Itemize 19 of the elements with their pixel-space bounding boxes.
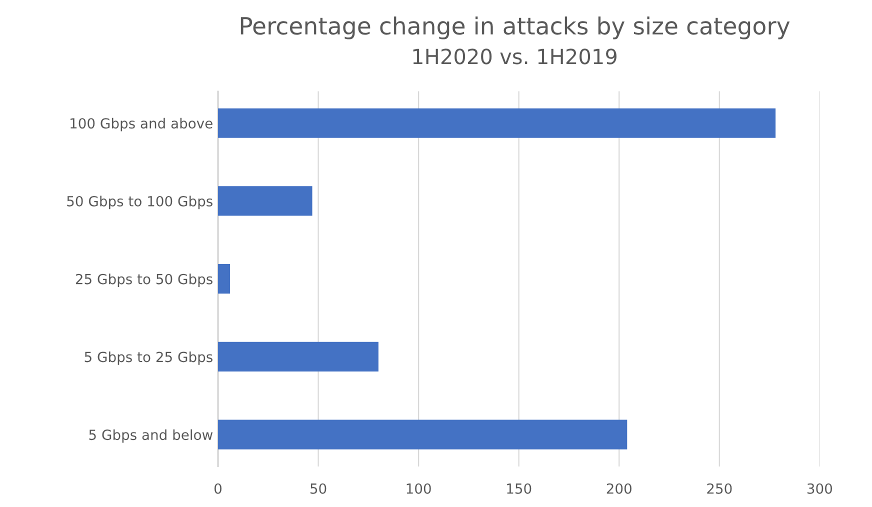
x-tick-label: 150 — [507, 483, 532, 494]
x-tick-label: 300 — [807, 483, 832, 494]
y-tick-label: 5 Gbps and below — [89, 429, 213, 443]
x-tick-label: 250 — [707, 483, 732, 494]
bar — [218, 420, 628, 450]
bar — [218, 108, 776, 138]
y-tick-label: 5 Gbps to 25 Gbps — [84, 351, 212, 365]
x-tick-label: 50 — [310, 483, 326, 494]
bar — [218, 186, 312, 216]
x-tick-label: 200 — [606, 483, 632, 494]
bar — [218, 264, 230, 294]
x-tick-label: 100 — [406, 483, 431, 494]
chart-title: Percentage change in attacks by size category — [240, 16, 790, 40]
y-tick-label: 100 Gbps and above — [70, 118, 212, 132]
y-tick-label: 50 Gbps to 100 Gbps — [67, 196, 212, 210]
chart-subtitle: 1H2020 vs. 1H2019 — [413, 48, 616, 64]
x-tick-label: 0 — [214, 483, 222, 494]
y-tick-label: 25 Gbps to 50 Gbps — [76, 274, 212, 288]
bar — [218, 342, 378, 372]
